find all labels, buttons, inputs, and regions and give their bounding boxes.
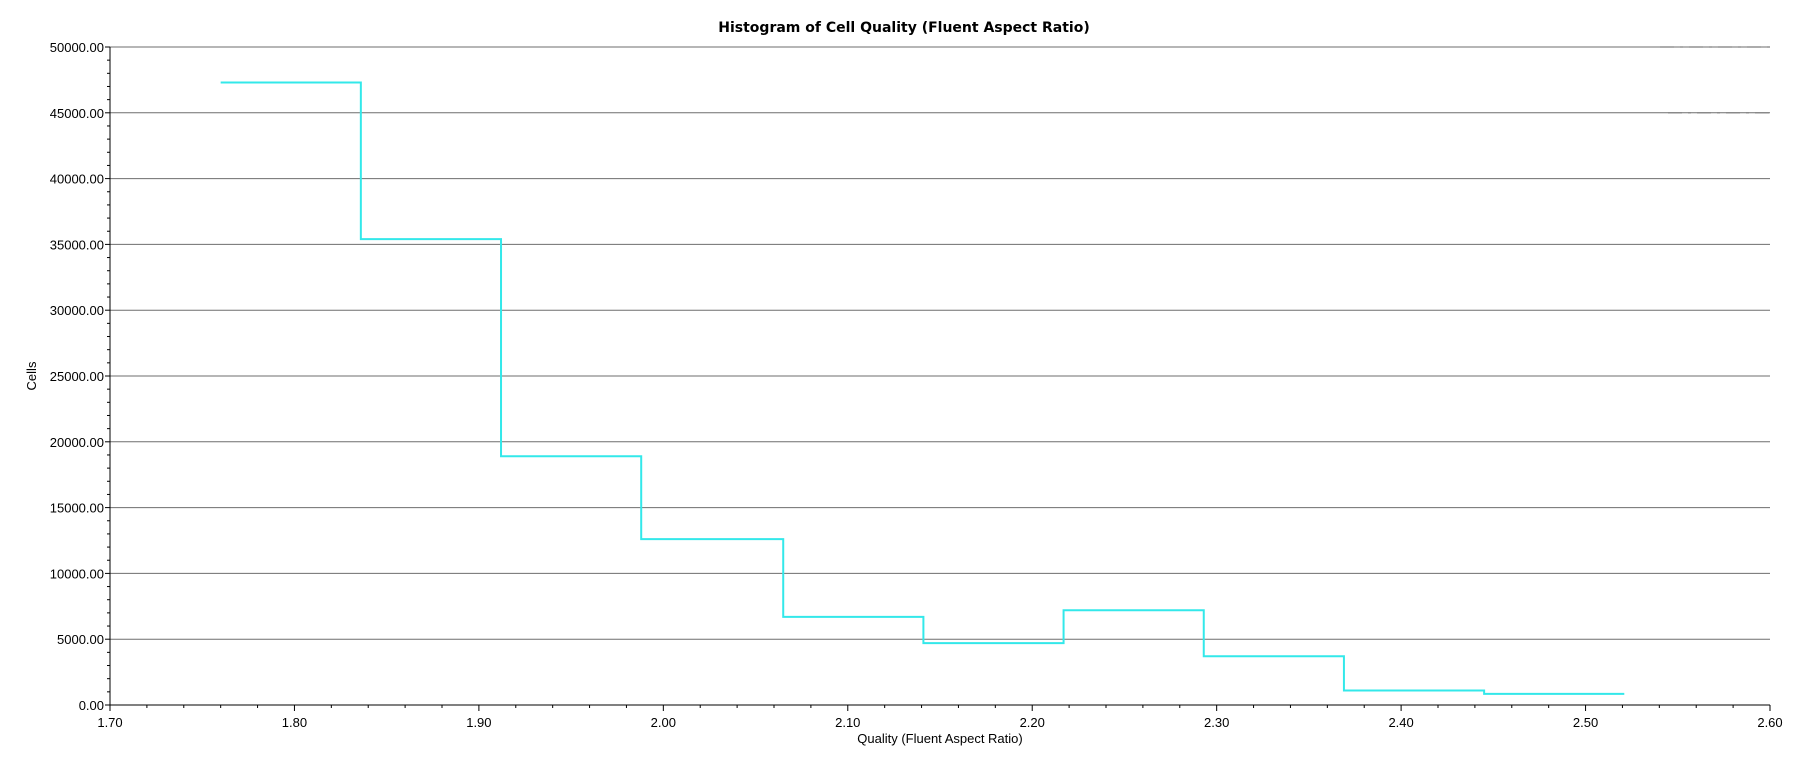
- x-tick-label: 1.90: [466, 715, 491, 730]
- y-tick-label: 15000.00: [50, 501, 104, 516]
- tick-labels-layer: 0.00 5000.00 10000.00 15000.00 20000.00 25000…: [50, 40, 1783, 730]
- x-axis-label: Quality (Fluent Aspect Ratio): [857, 731, 1022, 746]
- x-tick-label: 2.50: [1573, 715, 1598, 730]
- y-tick-label: 45000.00: [50, 106, 104, 121]
- x-tick-label: 1.80: [282, 715, 307, 730]
- y-tick-label: 10000.00: [50, 566, 104, 581]
- y-tick-label: 40000.00: [50, 172, 104, 187]
- series-layer: [220, 81, 1625, 695]
- x-tick-label: 2.30: [1204, 715, 1229, 730]
- x-tick-label: 2.40: [1388, 715, 1413, 730]
- legend-artifact: [1660, 46, 1770, 114]
- x-tick-label: 2.00: [651, 715, 676, 730]
- x-tick-label: 2.10: [835, 715, 860, 730]
- y-tick-label: 0.00: [79, 698, 104, 713]
- x-tick-label: 2.20: [1020, 715, 1045, 730]
- chart-title: Histogram of Cell Quality (Fluent Aspect…: [718, 20, 1089, 36]
- y-tick-label: 50000.00: [50, 40, 104, 55]
- grid-layer: [110, 46, 1770, 640]
- y-tick-label: 30000.00: [50, 303, 104, 318]
- x-tick-label: 2.60: [1757, 715, 1782, 730]
- y-tick-label: 5000.00: [57, 632, 104, 647]
- y-tick-label: 35000.00: [50, 237, 104, 252]
- histogram-step-line: [220, 81, 1625, 695]
- y-tick-label: 20000.00: [50, 435, 104, 450]
- y-tick-label: 25000.00: [50, 369, 104, 384]
- y-axis-label: Cells: [24, 361, 39, 390]
- axes-layer: [105, 46, 1771, 711]
- x-tick-label: 1.70: [97, 715, 122, 730]
